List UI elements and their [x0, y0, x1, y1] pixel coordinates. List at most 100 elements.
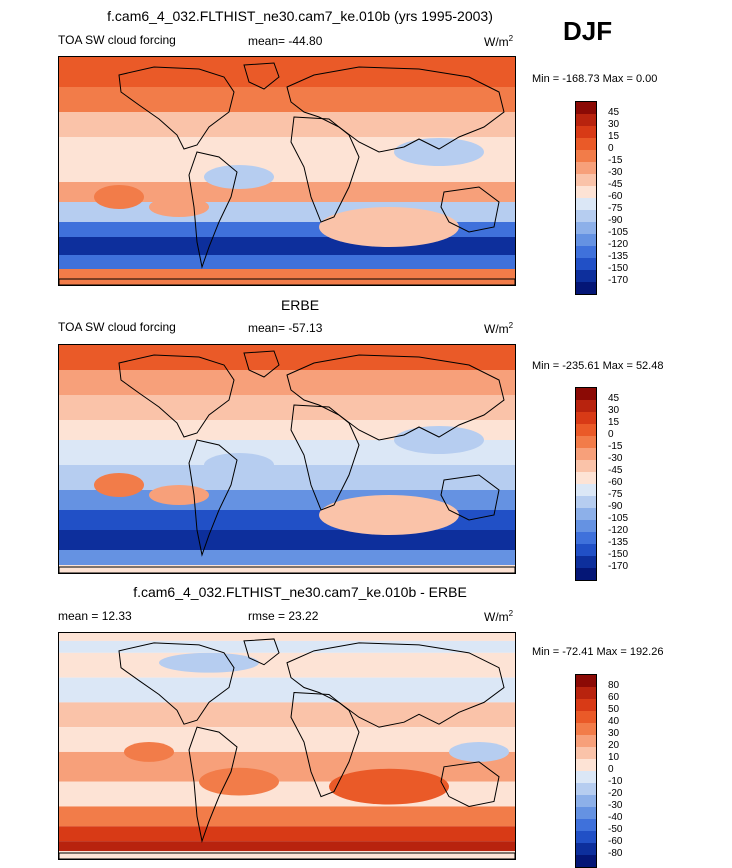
- colorbar-tick-label: -50: [608, 824, 623, 835]
- colorbar-swatch: [576, 436, 596, 448]
- colorbar-swatch: [576, 783, 596, 795]
- panel-1-title: f.cam6_4_032.FLTHIST_ne30.cam7_ke.010b (…: [107, 8, 493, 24]
- panel-1-units: W/m2: [484, 34, 514, 49]
- colorbar-swatch: [576, 819, 596, 831]
- panel-1-map: [58, 56, 516, 286]
- colorbar-swatch: [576, 412, 596, 424]
- colorbar-swatch: [576, 711, 596, 723]
- colorbar-tick-label: -20: [608, 788, 623, 799]
- colorbar-tick-label: -45: [608, 465, 623, 476]
- panel-2-map: [58, 344, 516, 574]
- colorbar-swatch: [576, 544, 596, 556]
- colorbar-swatch: [576, 114, 596, 126]
- colorbar-swatch: [576, 831, 596, 843]
- panel-3-rmse: rmse = 23.22: [248, 609, 319, 623]
- colorbar-tick-label: -135: [608, 537, 629, 548]
- colorbar-tick-label: -15: [608, 441, 623, 452]
- colorbar-tick-label: -75: [608, 203, 623, 214]
- colorbar-tick-label: -30: [608, 167, 623, 178]
- panel-2-units: W/m2: [484, 321, 514, 336]
- colorbar-tick-label: -120: [608, 239, 629, 250]
- colorbar-swatch: [576, 568, 596, 580]
- colorbar-tick-label: 15: [608, 417, 620, 428]
- colorbar-swatch: [576, 258, 596, 270]
- colorbar-swatch: [576, 735, 596, 747]
- colorbar-swatch: [576, 759, 596, 771]
- panel-1-mean: mean= -44.80: [248, 34, 323, 48]
- colorbar-swatch: [576, 198, 596, 210]
- colorbar-swatch: [576, 282, 596, 294]
- colorbar-swatch: [576, 102, 596, 114]
- colorbar-swatch: [576, 723, 596, 735]
- colorbar-swatch: [576, 556, 596, 568]
- colorbar-tick-label: -30: [608, 453, 623, 464]
- colorbar-tick-label: 15: [608, 131, 620, 142]
- colorbar-swatch: [576, 222, 596, 234]
- colorbar-tick-label: 20: [608, 740, 620, 751]
- colorbar-tick-label: -105: [608, 513, 629, 524]
- colorbar-tick-label: -60: [608, 191, 623, 202]
- panel-1-colorbar: 45 30 15 0 -15 -30 -45 -60 -75 -90 -105 -120 -135 -15…: [575, 101, 628, 295]
- colorbar-swatch: [576, 162, 596, 174]
- panel-2-left-label: TOA SW cloud forcing: [58, 320, 176, 334]
- colorbar-swatch: [576, 460, 596, 472]
- colorbar-tick-label: -120: [608, 525, 629, 536]
- colorbar-tick-label: -45: [608, 179, 623, 190]
- colorbar-swatch: [576, 138, 596, 150]
- colorbar-tick-label: -150: [608, 263, 629, 274]
- colorbar-swatch: [576, 400, 596, 412]
- colorbar-tick-label: 60: [608, 692, 620, 703]
- panel-3-mean: mean = 12.33: [58, 609, 132, 623]
- colorbar-swatch: [576, 424, 596, 436]
- panel-3-minmax: Min = -72.41 Max = 192.26: [532, 646, 664, 658]
- colorbar-swatch: [576, 855, 596, 867]
- colorbar-tick-label: 0: [608, 764, 614, 775]
- panel-3-map: [58, 632, 516, 860]
- colorbar-swatch: [576, 174, 596, 186]
- colorbar-tick-label: 0: [608, 429, 614, 440]
- colorbar-tick-label: -30: [608, 800, 623, 811]
- season-label: DJF: [563, 16, 613, 46]
- colorbar-tick-label: -105: [608, 227, 629, 238]
- colorbar-tick-label: -10: [608, 776, 623, 787]
- colorbar-tick-label: -170: [608, 275, 629, 286]
- colorbar-swatch: [576, 484, 596, 496]
- panel-3-units: W/m2: [484, 609, 514, 624]
- colorbar-swatch: [576, 186, 596, 198]
- colorbar-swatch: [576, 699, 596, 711]
- colorbar-swatch: [576, 532, 596, 544]
- colorbar-tick-label: 50: [608, 704, 620, 715]
- colorbar-swatch: [576, 747, 596, 759]
- colorbar-swatch: [576, 496, 596, 508]
- panel-2-colorbar: 45 30 15 0 -15 -30 -45 -60 -75 -90 -105 -120 -135 -15…: [575, 387, 628, 581]
- colorbar-swatch: [576, 126, 596, 138]
- colorbar-tick-label: 40: [608, 716, 620, 727]
- colorbar-swatch: [576, 472, 596, 484]
- colorbar-tick-label: 30: [608, 119, 620, 130]
- colorbar-tick-label: -15: [608, 155, 623, 166]
- colorbar-swatch: [576, 807, 596, 819]
- panel-1-minmax: Min = -168.73 Max = 0.00: [532, 73, 658, 85]
- colorbar-tick-label: -90: [608, 501, 623, 512]
- colorbar-swatch: [576, 388, 596, 400]
- colorbar-swatch: [576, 210, 596, 222]
- colorbar-swatch: [576, 508, 596, 520]
- colorbar-tick-label: -90: [608, 215, 623, 226]
- colorbar-swatch: [576, 520, 596, 532]
- colorbar-swatch: [576, 795, 596, 807]
- colorbar-tick-label: -135: [608, 251, 629, 262]
- colorbar-tick-label: 30: [608, 405, 620, 416]
- colorbar-tick-label: -40: [608, 812, 623, 823]
- colorbar-tick-label: 10: [608, 752, 620, 763]
- panel-3-colorbar: 80 60 50 40 30 20 10 0 -10 -20 -30 -40 -50 -60 -80: [575, 674, 622, 868]
- panel-2-title: ERBE: [280, 297, 320, 313]
- colorbar-tick-label: 30: [608, 728, 620, 739]
- colorbar-tick-label: -60: [608, 836, 623, 847]
- colorbar-tick-label: 45: [608, 393, 620, 404]
- colorbar-tick-label: -170: [608, 561, 629, 572]
- panel-3-title: f.cam6_4_032.FLTHIST_ne30.cam7_ke.010b -…: [133, 584, 467, 600]
- panel-1-left-label: TOA SW cloud forcing: [58, 33, 176, 47]
- colorbar-swatch: [576, 246, 596, 258]
- colorbar-tick-label: -75: [608, 489, 623, 500]
- colorbar-swatch: [576, 234, 596, 246]
